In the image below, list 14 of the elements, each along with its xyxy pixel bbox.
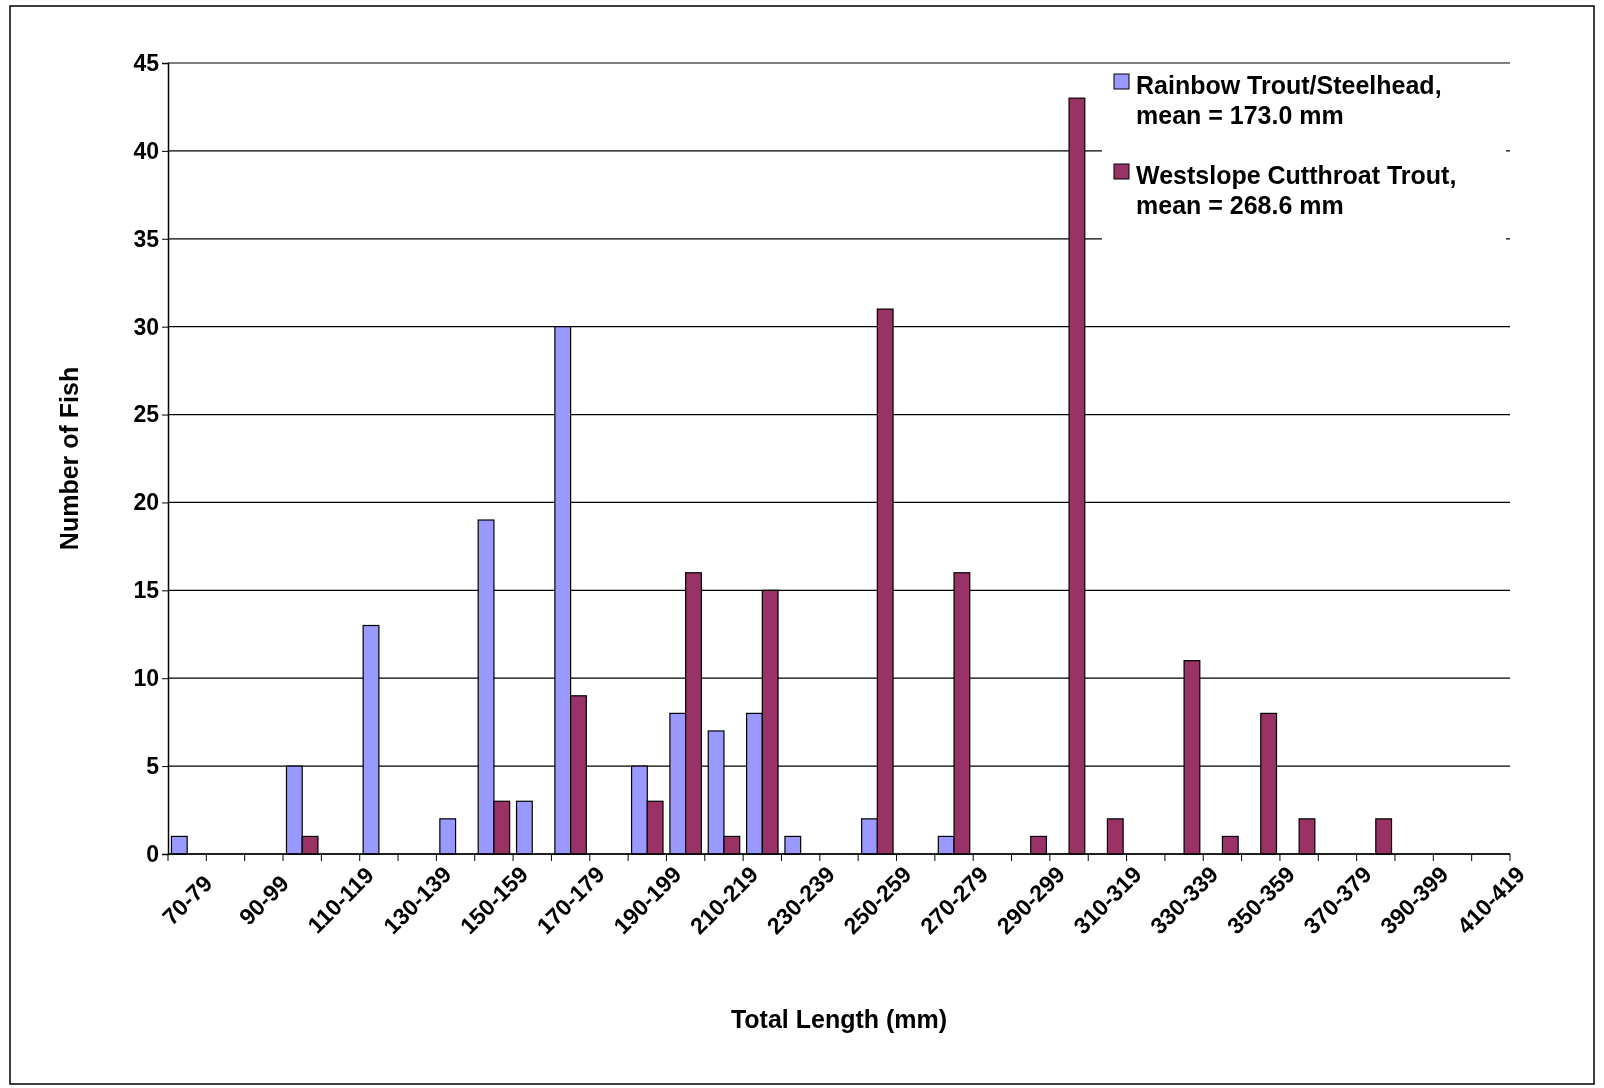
y-tick-label: 10	[133, 665, 159, 692]
y-tick-label: 5	[146, 752, 160, 779]
y-tick-label: 15	[133, 577, 160, 604]
legend-label: Rainbow Trout/Steelhead, mean = 173.0 mm	[1136, 70, 1442, 129]
legend-label: Westslope Cutthroat Trout, mean = 268.6 mm	[1136, 160, 1457, 219]
y-tick-label: 45	[133, 49, 160, 76]
y-tick-label: 25	[133, 401, 160, 428]
y-tick-label: 30	[133, 313, 159, 340]
y-tick-label: 35	[133, 225, 160, 252]
y-tick-label: 0	[146, 840, 159, 867]
y-axis-title: Number of Fish	[55, 366, 83, 551]
x-axis-title: Total Length (mm)	[730, 1005, 948, 1033]
y-tick-label: 20	[133, 489, 159, 516]
y-tick-label: 40	[133, 137, 159, 164]
